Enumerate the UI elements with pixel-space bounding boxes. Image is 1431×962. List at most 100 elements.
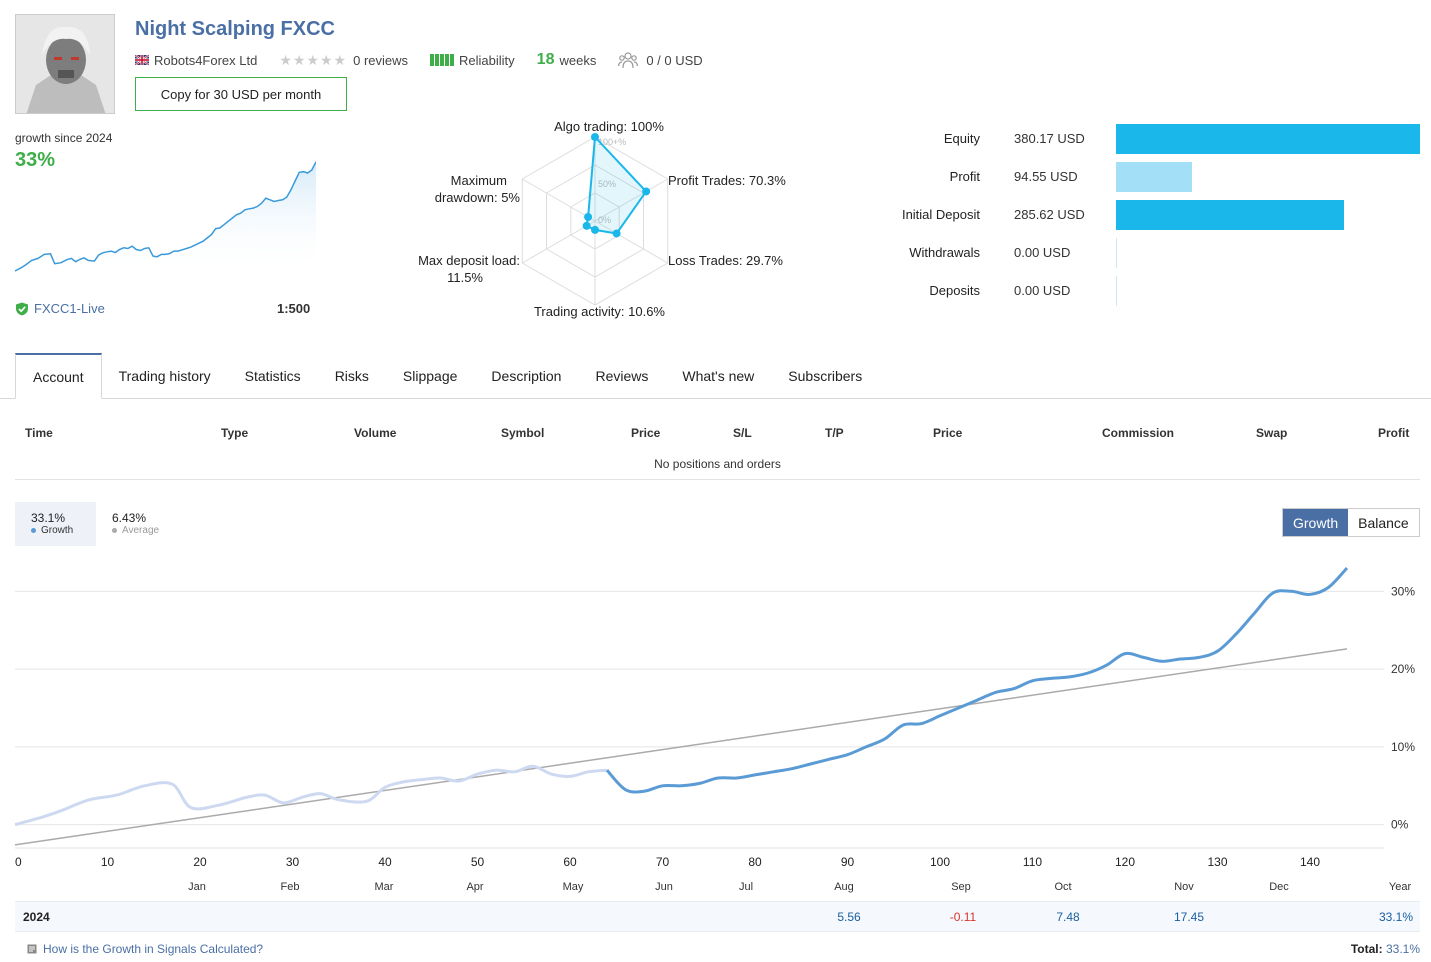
radar-point: [584, 213, 593, 221]
month-label: Jan: [188, 881, 206, 893]
radar-axis-label: Algo trading: 100%: [554, 119, 664, 134]
y-tick-label: 0%: [1391, 818, 1409, 832]
growth-value: 33%: [15, 149, 56, 171]
bar-value: 285.62 USD: [1014, 207, 1085, 222]
server-name: FXCC1-Live: [34, 301, 105, 316]
balance-bar: [1116, 276, 1117, 306]
tab-description[interactable]: Description: [491, 368, 562, 384]
bar-label: Withdrawals: [909, 245, 980, 260]
weeks-label: weeks: [559, 52, 597, 68]
x-tick-label: 30: [286, 855, 300, 869]
balance-toggle-button[interactable]: Balance: [1348, 509, 1419, 536]
reliability: Reliability: [430, 53, 515, 68]
x-tick-label: 100: [930, 855, 950, 869]
legend-average[interactable]: 6.43% Average: [112, 502, 159, 546]
provider-name: Robots4Forex Ltd: [154, 52, 258, 68]
balance-bar: [1116, 238, 1117, 268]
month-label: Dec: [1269, 881, 1289, 893]
month-value: 33.1%: [1378, 910, 1413, 924]
radar-axis-label: Loss Trades: 29.7%: [668, 253, 783, 268]
x-tick-label: 10: [101, 855, 115, 869]
radar-spoke: [522, 220, 596, 264]
growth-toggle-button[interactable]: Growth: [1283, 509, 1349, 536]
radar-spoke: [522, 178, 596, 222]
growth-mini-chart: [15, 161, 316, 275]
month-label: Year: [1389, 881, 1412, 893]
column-header: Swap: [1256, 426, 1288, 440]
growth-calc-link-text: How is the Growth in Signals Calculated?: [43, 942, 264, 956]
tab-trading-history[interactable]: Trading history: [118, 368, 211, 384]
tab-risks[interactable]: Risks: [334, 368, 369, 384]
tab-slippage[interactable]: Slippage: [402, 368, 458, 384]
tab-subscribers[interactable]: Subscribers: [788, 368, 863, 384]
copy-button[interactable]: Copy for 30 USD per month: [135, 77, 347, 111]
tab-reviews[interactable]: Reviews: [595, 368, 649, 384]
reviews[interactable]: ★★★★★ 0 reviews: [279, 52, 408, 69]
bar-value: 0.00 USD: [1014, 245, 1071, 260]
x-tick-label: 140: [1300, 855, 1320, 869]
x-tick-label: 130: [1207, 855, 1227, 869]
month-label: Nov: [1174, 881, 1194, 893]
provider[interactable]: Robots4Forex Ltd: [135, 53, 257, 68]
column-header: Price: [933, 426, 963, 440]
signal-avatar: [15, 14, 115, 114]
server-link[interactable]: FXCC1-Live: [15, 301, 105, 316]
total-growth: Total: 33.1%: [1351, 942, 1420, 956]
bar-label: Deposits: [929, 283, 980, 298]
tab-what-s-new[interactable]: What's new: [682, 368, 755, 384]
radar-axis-label: Max deposit load: 11.5%: [418, 253, 520, 285]
legend-growth[interactable]: 33.1% Growth: [15, 502, 96, 546]
average-series-line: [14, 648, 1348, 846]
radar-point: [642, 187, 651, 196]
radar-spoke: [594, 178, 668, 222]
legend-growth-value: 33.1%: [31, 511, 66, 525]
radar-scale-label: 50%: [598, 179, 616, 189]
total-value: 33.1%: [1385, 942, 1420, 956]
year-label: 2024: [23, 910, 50, 924]
x-tick-label: 40: [378, 855, 392, 869]
subscribers-icon: [618, 52, 639, 69]
x-tick-label: 110: [1023, 855, 1042, 869]
growth-series-line-faded: [14, 764, 608, 827]
signal-title[interactable]: Night Scalping FXCC: [135, 18, 335, 40]
subscribers-value: 0 / 0 USD: [646, 52, 703, 68]
leverage: 1:500: [277, 301, 311, 316]
growth-calc-link[interactable]: How is the Growth in Signals Calculated?: [27, 942, 263, 956]
average-dot-icon: [112, 528, 117, 533]
tabs-divider: [0, 398, 1431, 399]
y-tick-label: 10%: [1391, 740, 1415, 754]
legend-growth-label: Growth: [41, 525, 74, 536]
total-label: Total:: [1350, 942, 1383, 956]
bar-label: Profit: [949, 169, 980, 184]
month-value: 17.45: [1173, 910, 1205, 924]
column-header: S/L: [733, 426, 752, 440]
subscribers: 0 / 0 USD: [618, 51, 703, 69]
year-row: [15, 901, 1420, 932]
month-label: Oct: [1054, 881, 1071, 893]
x-tick-label: 120: [1115, 855, 1135, 869]
document-icon: [27, 944, 37, 954]
radar-axis-label: Trading activity: 10.6%: [534, 304, 665, 319]
radar-axis-label: Maximum drawdown: 5%: [435, 173, 521, 205]
tab-statistics[interactable]: Statistics: [244, 368, 301, 384]
column-header: Profit: [1378, 426, 1410, 440]
tab-bar: Account Trading history Statistics Risks Sli…: [15, 353, 879, 399]
weeks-number: 18: [536, 51, 555, 68]
tab-account[interactable]: Account: [15, 353, 102, 399]
month-label: Jun: [655, 881, 673, 893]
radar-point: [612, 229, 621, 238]
month-label: Aug: [834, 881, 854, 893]
x-tick-label: 0: [15, 855, 22, 869]
y-tick-label: 20%: [1391, 662, 1415, 676]
month-value: -0.11: [949, 910, 977, 924]
x-tick-label: 60: [563, 855, 577, 869]
bar-value: 380.17 USD: [1014, 131, 1085, 146]
bar-value: 0.00 USD: [1014, 283, 1071, 298]
rating-stars-icon: ★★★★★: [279, 51, 348, 68]
month-value: 5.56: [837, 910, 861, 924]
uk-flag-icon: [135, 55, 149, 65]
month-label: Mar: [375, 881, 394, 893]
bar-label: Equity: [943, 131, 980, 146]
month-label: Apr: [466, 881, 483, 893]
column-header: Time: [25, 426, 53, 440]
